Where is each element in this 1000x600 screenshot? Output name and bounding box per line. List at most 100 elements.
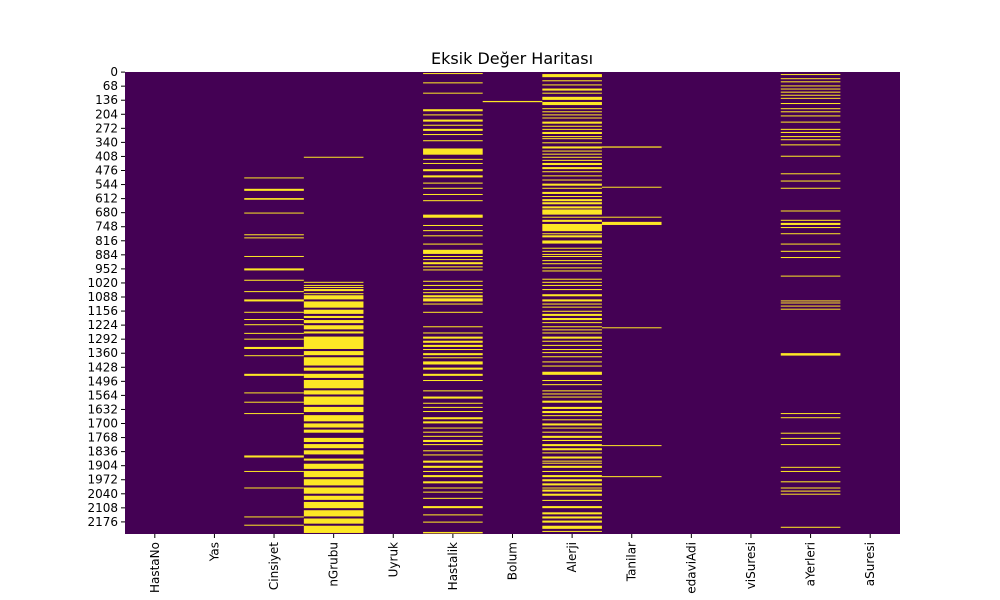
y-tick-label: 748 — [95, 220, 118, 234]
missing-cell-KronikHastalik — [423, 491, 483, 493]
missing-cell-Alerji — [542, 117, 602, 119]
missing-cell-Alerji — [542, 179, 602, 181]
missing-cell-KanGrubu — [303, 367, 364, 371]
y-tick-label: 408 — [95, 149, 118, 163]
missing-cell-Alerji — [542, 136, 602, 138]
missing-cell-KronikHastalik — [423, 444, 483, 446]
missing-cell-UygulamaYerleri — [780, 121, 841, 123]
x-tick-label: HastaNo — [148, 542, 162, 593]
missing-cell-UygulamaYerleri — [780, 85, 841, 87]
missing-cell-KronikHastalik — [423, 487, 483, 489]
x-tick-label: Alerji — [565, 542, 579, 573]
missing-cell-Alerji — [542, 88, 602, 91]
missing-cell-UygulamaYerleri — [780, 74, 841, 76]
missing-cell-UygulamaYerleri — [780, 481, 841, 483]
x-tick-label: Hastalik — [446, 542, 460, 590]
y-tick-label: 1768 — [87, 431, 118, 445]
missing-cell-KronikHastalik — [423, 119, 483, 122]
missing-cell-KronikHastalik — [423, 193, 483, 195]
y-tick-label: 1156 — [87, 304, 118, 318]
x-tick-label: nGrubu — [327, 542, 341, 587]
missing-cell-UygulamaYerleri — [780, 111, 841, 113]
missing-cell-Alerji — [542, 175, 602, 177]
missing-cell-KanGrubu — [303, 373, 364, 378]
missing-cell-KronikHastalik — [423, 373, 483, 376]
missing-cell-Alerji — [542, 516, 602, 519]
missing-cell-KanGrubu — [303, 390, 364, 395]
missing-cell-UygulamaYerleri — [780, 187, 841, 189]
missing-cell-UygulamaYerleri — [780, 275, 841, 277]
missing-cell-UygulamaYerleri — [780, 526, 841, 528]
missing-cell-KronikHastalik — [423, 128, 483, 131]
missing-cell-Tanilar — [601, 146, 662, 148]
missing-cell-UygulamaYerleri — [780, 94, 841, 96]
missing-cell-KanGrubu — [303, 463, 364, 469]
missing-cell-Alerji — [542, 187, 602, 189]
x-axis: HastaNo Yas Cinsiyet nGrubu Uyruk Hastalik Bol… — [148, 534, 877, 594]
missing-cell-Cinsiyet — [244, 392, 304, 394]
y-tick-label: 476 — [95, 163, 118, 177]
missing-cell-KronikHastalik — [423, 361, 483, 365]
missing-cell-KanGrubu — [303, 331, 364, 334]
missing-cell-Alerji — [542, 356, 602, 358]
missing-cell-KronikHastalik — [423, 298, 483, 302]
y-tick-label: 2176 — [87, 515, 118, 529]
missing-cell-KronikHastalik — [423, 367, 483, 370]
missing-cell-Alerji — [542, 233, 602, 235]
missing-cell-Alerji — [542, 289, 602, 291]
missing-cell-Alerji — [542, 153, 602, 155]
missing-cell-Cinsiyet — [244, 255, 304, 257]
missing-cell-UygulamaYerleri — [780, 487, 841, 489]
missing-cell-Cinsiyet — [244, 470, 304, 472]
missing-cell-KanGrubu — [303, 315, 364, 318]
y-tick-label: 204 — [95, 107, 118, 121]
missing-cell-Alerji — [542, 138, 602, 140]
missing-cell-Alerji — [542, 223, 602, 232]
missing-cell-KronikHastalik — [423, 224, 483, 226]
missing-cell-UygulamaYerleri — [780, 97, 841, 99]
missing-cell-Alerji — [542, 303, 602, 305]
missing-cell-Alerji — [542, 167, 602, 170]
x-tick-label: Cinsiyet — [267, 542, 281, 590]
missing-cell-UygulamaYerleri — [780, 353, 841, 356]
missing-cell-KronikHastalik — [423, 390, 483, 392]
y-tick-label: 2108 — [87, 501, 118, 515]
x-tick-label: Yas — [207, 542, 221, 562]
missing-cell-Alerji — [542, 336, 602, 339]
missing-cell-KronikHastalik — [423, 269, 483, 271]
missing-cell-Alerji — [542, 465, 602, 468]
missing-cell-UygulamaYerleri — [780, 227, 841, 229]
y-tick-label: 1020 — [87, 276, 118, 290]
missing-cell-Alerji — [542, 313, 602, 316]
missing-cell-KronikHastalik — [423, 380, 483, 382]
missing-cell-KanGrubu — [303, 351, 364, 356]
missing-cell-Alerji — [542, 216, 602, 218]
missing-cell-KanGrubu — [303, 301, 364, 308]
missing-cell-KronikHastalik — [423, 450, 483, 452]
missing-cell-Alerji — [542, 191, 602, 194]
missing-cell-Alerji — [542, 470, 602, 472]
x-tick-label: Uyruk — [386, 542, 400, 577]
missing-cell-Alerji — [542, 479, 602, 482]
missing-cell-Alerji — [542, 419, 602, 421]
y-tick-label: 612 — [95, 192, 118, 206]
missing-cell-Alerji — [542, 352, 602, 354]
missing-cell-KanGrubu — [303, 336, 364, 349]
missing-cell-Alerji — [542, 393, 602, 395]
missing-cell-UygulamaYerleri — [780, 136, 841, 138]
missing-cell-KronikHastalik — [423, 266, 483, 268]
missing-cell-KanGrubu — [303, 458, 364, 461]
missing-cell-Alerji — [542, 390, 602, 392]
missing-cell-Alerji — [542, 240, 602, 244]
missing-cell-Cinsiyet — [244, 413, 304, 415]
missing-cell-KronikHastalik — [423, 200, 483, 202]
missing-cell-KanGrubu — [303, 281, 364, 283]
missing-cell-KanGrubu — [303, 495, 364, 500]
missing-cell-KronikHastalik — [423, 435, 483, 437]
missing-cell-UygulamaYerleri — [780, 108, 841, 110]
missing-cell-KronikHastalik — [423, 431, 483, 433]
missing-cell-Alerji — [542, 396, 602, 398]
missing-cell-KronikHastalik — [423, 326, 483, 328]
missing-cell-UygulamaYerleri — [780, 219, 841, 221]
